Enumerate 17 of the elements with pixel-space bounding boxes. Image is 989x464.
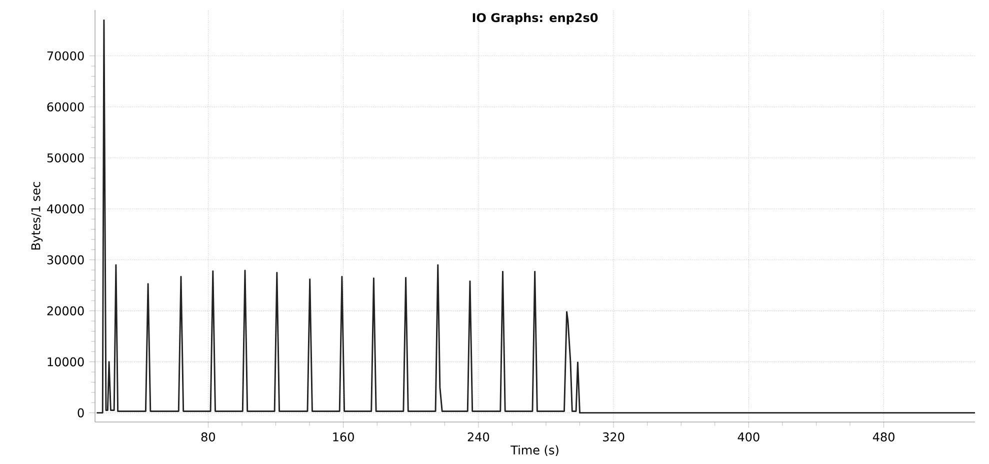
x-tick-label: 80 — [201, 432, 216, 442]
y-tick-label: 40000 — [47, 204, 84, 214]
x-tick-label: 240 — [468, 432, 490, 442]
y-tick-label: 70000 — [47, 51, 84, 60]
y-tick-label: 0 — [78, 408, 84, 418]
x-tick-label: 320 — [603, 432, 624, 442]
x-tick-label: 480 — [872, 432, 894, 442]
y-axis-title: Bytes/1 sec — [31, 182, 43, 250]
y-tick-label: 30000 — [47, 255, 84, 264]
y-tick-label: 60000 — [47, 102, 84, 112]
x-tick-label: 160 — [333, 432, 354, 442]
x-axis-title: Time (s) — [510, 445, 558, 456]
chart-title: IO Graphs: enp2s0 — [472, 12, 598, 24]
y-tick-label: 50000 — [47, 153, 84, 162]
y-tick-label: 10000 — [48, 357, 84, 366]
y-tick-label: 20000 — [47, 306, 84, 316]
x-tick-label: 400 — [738, 432, 760, 442]
